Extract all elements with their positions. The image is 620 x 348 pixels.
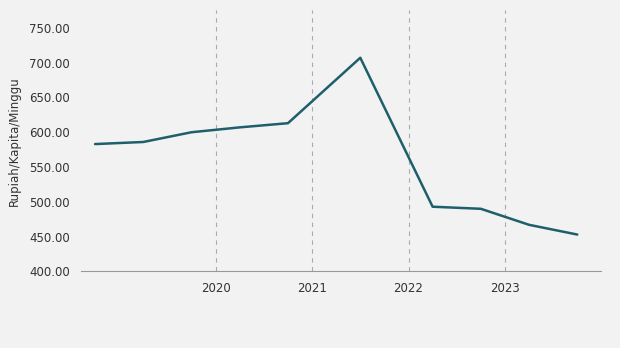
- Y-axis label: Rupiah/Kapita/Minggu: Rupiah/Kapita/Minggu: [8, 76, 21, 206]
